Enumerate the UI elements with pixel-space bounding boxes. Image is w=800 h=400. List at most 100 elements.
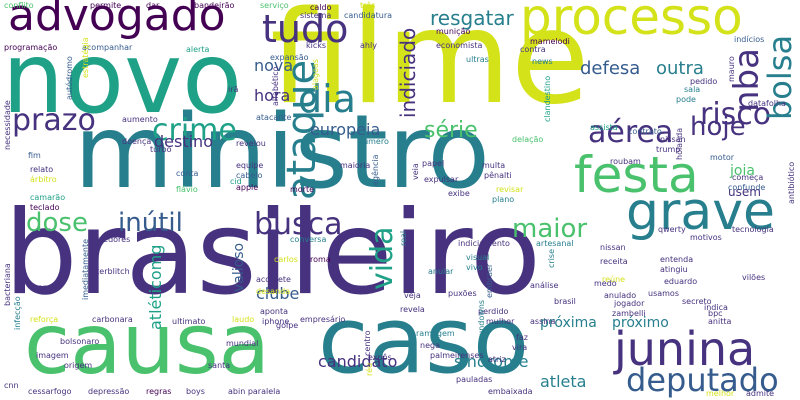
word-filme: filme — [270, 0, 590, 133]
word-prazo: prazo — [12, 103, 96, 138]
word-delacao: delação — [512, 135, 544, 144]
word-bolsonaro: bolsonaro — [60, 337, 100, 346]
word-multa: multa — [482, 161, 506, 170]
word-brasil: brasil — [554, 297, 576, 306]
word-conta: conta — [176, 169, 199, 178]
word-festa: festa — [574, 146, 699, 204]
word-sistema: sistema — [300, 11, 332, 20]
word-jogador: jogador — [614, 299, 645, 308]
word-sundowns: sundowns — [477, 299, 486, 340]
word-necessidade: necessidade — [3, 100, 12, 150]
word-ministro: ministro — [74, 93, 490, 212]
word-ultras: ultras — [466, 55, 489, 64]
word-money: money — [30, 283, 58, 292]
word-pode: pode — [676, 95, 696, 104]
word-real: real — [399, 230, 408, 246]
word-vira: vira — [512, 343, 528, 352]
word-camarao: camarão — [30, 193, 66, 202]
word-nissan2: nissan — [600, 243, 626, 252]
word-vivo: vivo — [466, 263, 483, 272]
word-vida: vida — [365, 226, 400, 290]
word-expulsar: expulsar — [424, 175, 459, 184]
word-papel: papel — [422, 159, 445, 168]
word-desanda: desanda — [256, 287, 291, 296]
word-doenca: doença — [122, 137, 152, 146]
word-ultimato: ultimato — [172, 317, 206, 326]
word-apple: apple — [236, 183, 259, 192]
word-ramagem: ramagem — [416, 329, 455, 338]
word-brasileiro: brasileiro — [4, 186, 542, 321]
word-dar: dar — [146, 1, 160, 10]
word-mundial: mundial — [226, 339, 259, 348]
word-pedido: pedido — [690, 77, 718, 86]
word-hoje: hoje — [690, 112, 746, 142]
word-conversa: conversa — [290, 235, 327, 244]
word-advogado: advogado — [8, 0, 226, 41]
word-proxima: próxima — [540, 315, 597, 331]
word-indicios: indícios — [734, 35, 765, 44]
word-contrato: contrato — [628, 127, 662, 136]
word-golpe: golpe — [276, 321, 299, 330]
word-boys: boys — [186, 387, 205, 396]
word-regras: regras — [146, 387, 172, 396]
word-sterblitch: sterblitch — [92, 267, 130, 276]
word-cabelo: cabelo — [236, 171, 263, 180]
word-imagem: imagem — [36, 351, 69, 360]
word-imediatamente: imediatamente — [81, 238, 90, 300]
word-abinparalela: abin paralela — [228, 387, 281, 396]
word-clandestino: clandestino — [543, 75, 552, 122]
word-estrategia: estratégia — [81, 37, 90, 78]
word-candidato: candidato — [318, 352, 398, 371]
word-kicks: kicks — [306, 41, 327, 50]
word-ahly: ahly — [360, 41, 377, 50]
word-motor: motor — [710, 153, 735, 162]
word-contra: contra — [520, 45, 546, 54]
word-faz: faz — [516, 333, 528, 342]
word-permite: permite — [90, 1, 122, 10]
word-anitta: anitta — [708, 317, 732, 326]
word-maior: maior — [512, 214, 588, 244]
word-agencia: agência — [371, 154, 380, 187]
word-admite: admite — [746, 389, 775, 398]
word-tecnologia: tecnologia — [732, 225, 774, 234]
word-eduardo: eduardo — [664, 277, 698, 286]
word-servico: serviço — [260, 1, 289, 10]
word-mauro: mauro — [727, 56, 736, 82]
word-equipe: equipe — [236, 161, 264, 170]
word-morte: morte — [290, 185, 315, 194]
word-holanda: holanda — [675, 127, 684, 160]
word-arredores: arredores — [92, 235, 131, 244]
word-aerea: aérea — [588, 115, 674, 150]
word-sindrome: síndrome — [454, 352, 529, 371]
word-valioso: valioso — [231, 242, 247, 292]
word-bpc: bpc — [708, 309, 723, 318]
word-numero: número — [358, 137, 389, 146]
word-resgatar: resgatar — [430, 6, 514, 30]
word-comeca: começa — [732, 173, 764, 182]
word-indiciamento: indiciamento — [458, 239, 510, 248]
word-iphone: iphone — [262, 317, 290, 326]
word-palmeirenses: palmeirenses — [430, 351, 484, 360]
word-turbo: turbo — [150, 145, 172, 154]
word-perdido: perdido — [478, 307, 509, 316]
word-novo: novo — [2, 22, 243, 136]
word-motivos: motivos — [690, 233, 722, 242]
word-flavio: flávio — [176, 185, 198, 194]
word-mamelodi: mamelodi — [530, 37, 570, 46]
word-risco: risco — [700, 97, 772, 132]
word-confunde: confunde — [728, 183, 766, 192]
word-caldo: caldo — [310, 3, 332, 12]
word-relato: relato — [30, 165, 54, 174]
word-analise: análise — [530, 281, 559, 290]
word-candidatura: candidatura — [344, 11, 393, 20]
word-veia: veia — [411, 163, 420, 180]
word-tres: três — [360, 1, 376, 10]
word-grave: grave — [626, 182, 776, 242]
word-visual: visual — [466, 253, 490, 262]
word-carbonara: carbonara — [92, 315, 133, 324]
word-outra: outra — [656, 58, 704, 79]
word-nissan: nissan — [660, 135, 686, 144]
word-antibiotico: antibiótico — [787, 161, 796, 204]
word-embaixada: embaixada — [488, 387, 533, 396]
